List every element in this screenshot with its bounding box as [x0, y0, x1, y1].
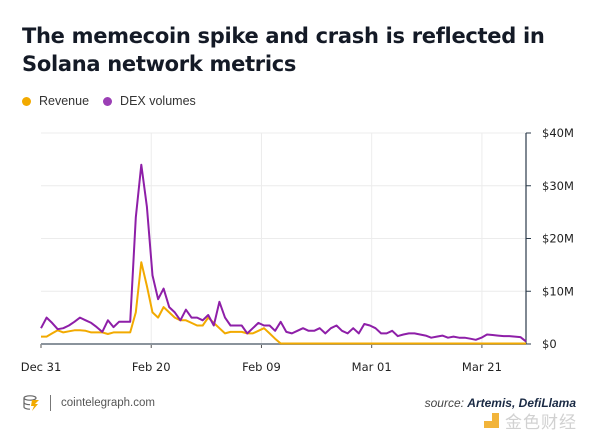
y-tick-label: $10M — [542, 284, 574, 298]
legend-label-revenue: Revenue — [39, 94, 90, 108]
watermark-text: 金色财经 — [505, 413, 577, 433]
legend-item-dex-volumes: DEX volumes — [103, 94, 196, 108]
source-credit: source: Artemis, DefiLlama — [425, 396, 576, 410]
y-tick-label: $20M — [542, 232, 574, 246]
x-tick-label: Mar 01 — [352, 360, 392, 374]
revenue-line — [41, 261, 526, 345]
footer-separator — [50, 395, 51, 411]
cointelegraph-logo-icon — [23, 395, 39, 411]
source-prefix: source: — [424, 396, 464, 410]
footer-branding: cointelegraph.com — [22, 394, 155, 412]
x-tick-label: Dec 31 — [21, 360, 62, 374]
x-tick-label: Mar 21 — [462, 360, 502, 374]
x-tick-label: Feb 09 — [242, 360, 281, 374]
y-tick-label: $0 — [542, 337, 557, 351]
y-tick-label: $30M — [542, 179, 574, 193]
legend-label-dex-volumes: DEX volumes — [120, 94, 196, 108]
legend-item-revenue: Revenue — [22, 94, 89, 108]
watermark-logo-icon — [484, 413, 499, 428]
chart-title: The memecoin spike and crash is reflecte… — [22, 24, 545, 76]
site-name: cointelegraph.com — [61, 397, 155, 409]
revenue-legend-dot — [22, 96, 31, 106]
source-names: Artemis, DefiLlama — [467, 396, 576, 410]
y-tick-label: $40M — [542, 126, 574, 140]
dex-legend-dot — [103, 96, 113, 106]
x-tick-label: Feb 20 — [132, 360, 171, 374]
dex-volumes-line — [40, 163, 527, 343]
watermark: 金色财经 — [484, 408, 577, 433]
legend: Revenue DEX volumes — [22, 94, 210, 108]
